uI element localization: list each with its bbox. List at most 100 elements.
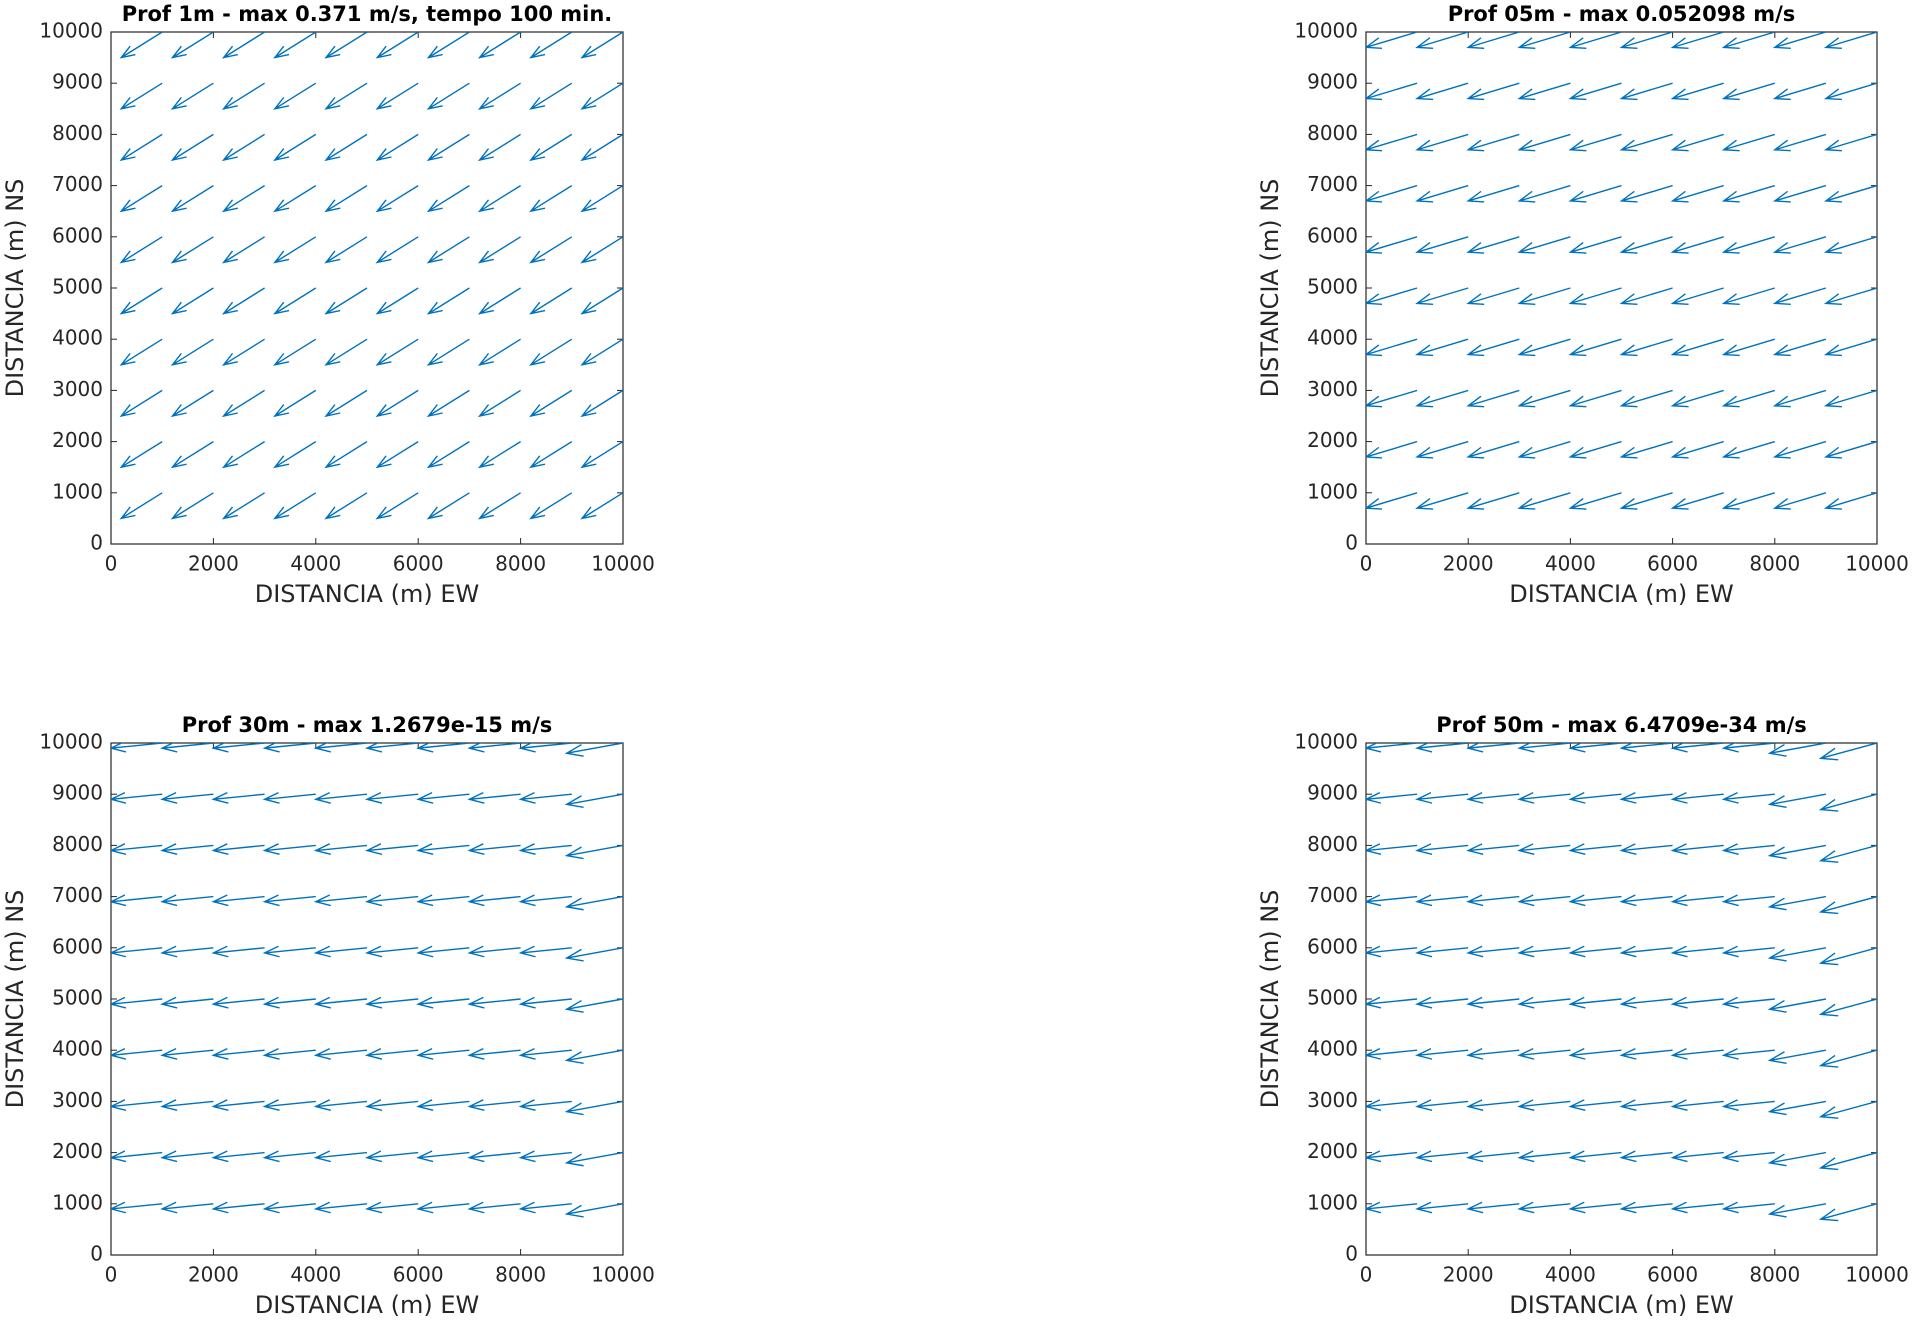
arrow [1415, 894, 1469, 907]
arrow [1767, 1203, 1827, 1218]
x-tick-label: 4000 [1545, 552, 1596, 576]
arrow [1721, 184, 1776, 203]
arrow [273, 287, 317, 315]
arrow [1772, 236, 1827, 254]
arrow [416, 791, 470, 804]
arrow [119, 338, 163, 366]
arrow [262, 894, 316, 907]
arrow [467, 1150, 521, 1163]
arrow [426, 185, 470, 213]
arrow [1568, 338, 1622, 357]
arrow [426, 133, 470, 162]
arrow [1568, 996, 1622, 1009]
arrow [1568, 236, 1622, 254]
arrow [1670, 287, 1724, 305]
arrow [364, 1201, 419, 1214]
arrow [426, 441, 470, 469]
arrow [1466, 1201, 1520, 1214]
arrow [1568, 287, 1622, 305]
subplot: 0 2000 4000 6000 8000 10000 0 1000 2000 3000 4000 5… [1256, 2, 1909, 608]
arrow [564, 1049, 623, 1065]
arrow [1366, 184, 1418, 203]
arrow [375, 82, 419, 110]
arrow [273, 338, 317, 366]
arrow [580, 492, 623, 520]
arrow [529, 32, 573, 59]
arrows [119, 32, 623, 520]
arrow [1772, 287, 1827, 305]
arrow [467, 1201, 521, 1214]
arrow [1466, 1047, 1520, 1060]
y-tick-label: 3000 [1307, 1088, 1358, 1112]
arrow [1517, 945, 1571, 958]
arrow [1415, 32, 1469, 49]
arrow [160, 791, 214, 804]
arrow [1568, 843, 1622, 856]
x-tick-label: 6000 [393, 1263, 444, 1287]
y-tick-label: 2000 [52, 1139, 103, 1163]
arrow [170, 338, 214, 366]
x-tick-label: 2000 [1443, 552, 1494, 576]
arrow [1517, 1150, 1571, 1163]
arrow [119, 133, 163, 162]
arrow [364, 743, 419, 753]
x-tick-label: 8000 [1749, 1263, 1800, 1287]
arrow [160, 843, 214, 856]
arrow [1767, 947, 1827, 962]
arrow [477, 338, 521, 366]
arrow [416, 743, 470, 753]
arrow [1772, 338, 1827, 357]
arrow [529, 287, 573, 315]
arrow [467, 894, 521, 907]
arrow [1619, 1201, 1673, 1214]
arrow [170, 82, 214, 110]
arrow [1366, 1150, 1418, 1163]
arrow [324, 492, 368, 520]
arrow [1823, 389, 1877, 408]
y-axis-label: DISTANCIA (m) NS [1256, 890, 1284, 1109]
arrow [1517, 996, 1571, 1009]
arrow [580, 185, 623, 213]
arrow [262, 1150, 316, 1163]
arrow [1619, 287, 1673, 305]
arrow [1568, 894, 1622, 907]
arrow [170, 133, 214, 162]
x-tick-label: 0 [1360, 552, 1373, 576]
arrow [1818, 1100, 1877, 1119]
x-axis-label: DISTANCIA (m) EW [1509, 1291, 1733, 1319]
arrow [1568, 1201, 1622, 1214]
x-tick-label: 10000 [1845, 1263, 1909, 1287]
arrow [211, 894, 265, 907]
arrow [1415, 791, 1469, 804]
x-tick-label: 10000 [591, 1263, 655, 1287]
arrow [1415, 133, 1469, 152]
y-tick-label: 5000 [1307, 986, 1358, 1010]
arrow [1415, 82, 1469, 101]
arrow [273, 492, 317, 520]
arrow [1670, 82, 1724, 101]
arrow [1767, 1049, 1827, 1065]
arrow [580, 389, 623, 418]
arrow [1415, 287, 1469, 305]
arrow [564, 947, 623, 962]
arrow [273, 441, 317, 469]
arrow [273, 389, 317, 418]
arrow [518, 1150, 572, 1163]
x-tick-label: 0 [1360, 1263, 1373, 1287]
arrow [1366, 1047, 1418, 1060]
arrow [467, 791, 521, 804]
arrow [1767, 1100, 1827, 1116]
arrow [211, 743, 265, 753]
arrow [1517, 440, 1571, 459]
arrow [160, 945, 214, 958]
arrow [1568, 184, 1622, 203]
arrow [564, 743, 623, 757]
y-tick-label: 3000 [52, 1088, 103, 1112]
arrow [1772, 389, 1827, 408]
arrow [1721, 338, 1776, 357]
arrow [1818, 1151, 1877, 1171]
arrow [1466, 894, 1520, 907]
arrow [364, 1099, 419, 1112]
x-tick-label: 2000 [1443, 1263, 1494, 1287]
